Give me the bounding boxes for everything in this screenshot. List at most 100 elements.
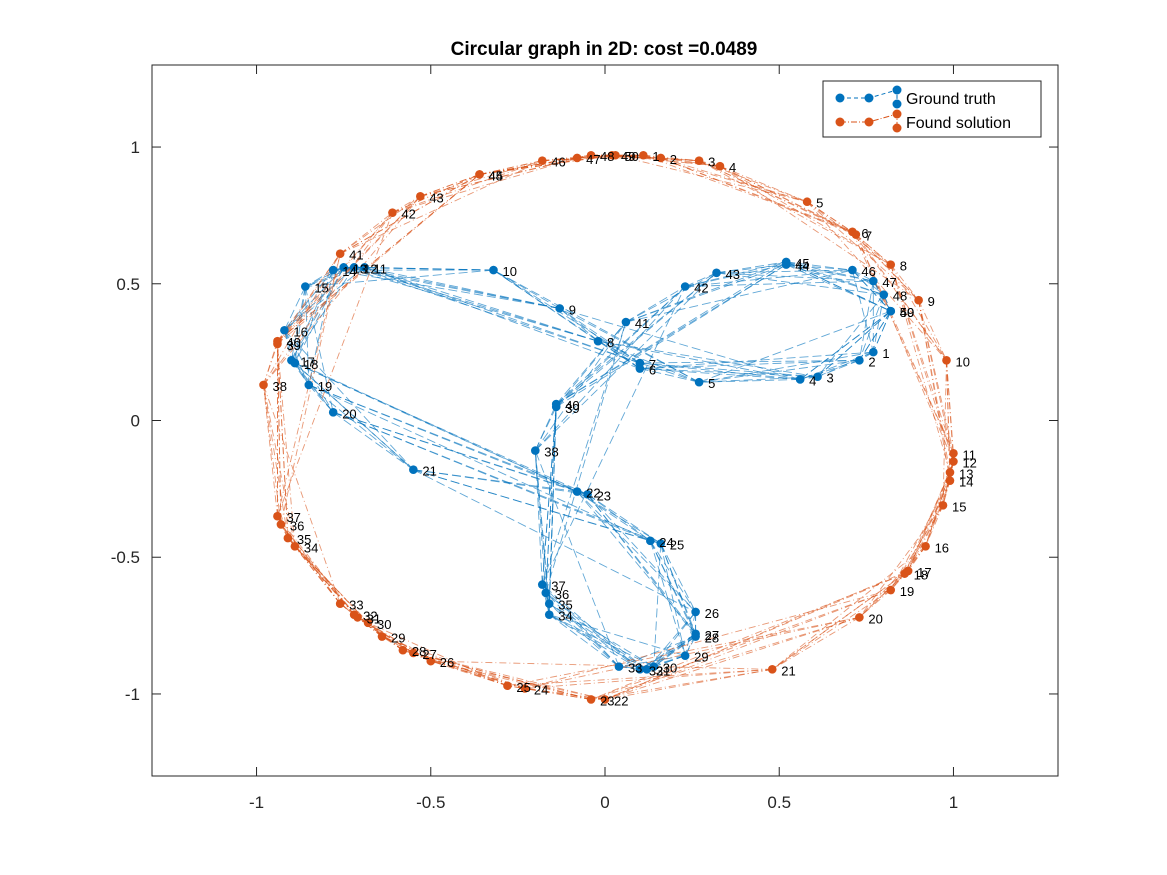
found-solution-node-label: 45 <box>489 168 503 183</box>
x-tick-label: 1 <box>949 793 958 812</box>
found-solution-node-label: 29 <box>391 631 405 646</box>
graph-edge <box>918 300 954 454</box>
graph-edge <box>716 269 853 274</box>
found-solution-node <box>273 511 282 521</box>
found-solution-node <box>942 356 951 365</box>
graph-edge <box>618 636 696 668</box>
found-solution-node-label: 20 <box>868 611 882 626</box>
legend-ground-truth-marker <box>892 85 902 95</box>
found-solution-node-label: 18 <box>914 568 928 583</box>
legend-found-solution-marker <box>835 117 845 127</box>
graph-edge <box>699 351 874 383</box>
legend-ground-truth-marker <box>892 99 902 109</box>
x-tick-label: 0 <box>600 793 609 812</box>
graph-edge <box>639 362 700 383</box>
ground-truth-node <box>680 651 690 660</box>
graph-edge <box>541 286 686 585</box>
found-solution-node-label: 5 <box>816 196 823 211</box>
found-solution-node-label: 3 <box>708 155 715 170</box>
graph-edge <box>604 589 891 700</box>
graph-edge <box>925 472 951 547</box>
found-solution-node-label: 31 <box>367 611 381 626</box>
graph-edge <box>890 264 947 361</box>
graph-edge <box>639 359 860 364</box>
ground-truth-node-label: 50 <box>900 305 914 320</box>
graph-edge <box>597 340 700 383</box>
found-solution-node <box>388 208 397 217</box>
ground-truth-node <box>489 265 498 275</box>
ground-truth-node-label: 25 <box>670 538 684 553</box>
graph-edge <box>339 160 543 255</box>
graph-edge <box>559 308 641 364</box>
legend: Ground truth Found solution <box>822 80 1042 138</box>
graph-edge <box>541 584 620 667</box>
x-tick-label: -1 <box>249 793 264 812</box>
found-solution-node-label: 13 <box>959 466 973 481</box>
graph-edge <box>276 341 289 539</box>
ground-truth-node-label: 41 <box>635 316 649 331</box>
graph-edge <box>493 269 700 383</box>
graph-edge <box>771 573 905 670</box>
found-solution-node-label: 43 <box>429 190 443 205</box>
found-solution-node <box>949 449 958 458</box>
found-solution-node-label: 2 <box>670 152 677 167</box>
graph-edge <box>587 493 651 542</box>
graph-edge <box>277 212 393 517</box>
ground-truth-node <box>642 665 652 674</box>
legend-found-solution-line <box>840 113 898 128</box>
found-solution-node-label: 12 <box>962 456 976 471</box>
graph-edge <box>367 622 414 654</box>
graph-edge <box>660 543 697 637</box>
ground-truth-node <box>855 356 864 365</box>
graph-edge <box>771 545 926 670</box>
graph-edge <box>542 154 592 162</box>
graph-edge <box>524 668 773 689</box>
legend-ground-truth-label: Ground truth <box>906 91 996 108</box>
found-solution-node-label: 34 <box>304 540 318 555</box>
found-solution-node <box>945 468 955 477</box>
found-solution-node <box>537 156 547 166</box>
graph-edge <box>479 160 543 175</box>
graph-edge <box>276 341 282 525</box>
graph-edge <box>420 154 592 197</box>
ground-truth-node-label: 42 <box>694 281 708 296</box>
found-solution-edges <box>263 154 954 700</box>
graph-edge <box>858 310 892 361</box>
graph-edge <box>276 343 296 547</box>
graph-edge <box>277 253 341 517</box>
ground-truth-node-label: 49 <box>900 305 914 320</box>
found-solution-node-label: 44 <box>489 168 503 183</box>
ground-truth-node <box>680 282 690 291</box>
ground-truth-node-label: 9 <box>569 302 576 317</box>
graph-edge <box>786 264 853 271</box>
found-solution-node-label: 19 <box>900 584 914 599</box>
found-solution-node-label: 47 <box>586 152 600 167</box>
graph-edge <box>716 272 874 282</box>
graph-edge <box>284 267 365 331</box>
ground-truth-node <box>694 377 704 387</box>
graph-edge <box>786 261 853 271</box>
graph-edge <box>604 570 909 700</box>
ground-truth-node <box>280 325 289 335</box>
found-solution-node-label: 10 <box>955 354 969 369</box>
ground-truth-node <box>328 265 338 275</box>
graph-edge <box>907 505 944 572</box>
graph-edge <box>597 340 801 380</box>
ground-truth-node-label: 4 <box>809 373 816 388</box>
graph-edge <box>587 494 696 613</box>
ground-truth-node-label: 39 <box>565 401 579 416</box>
graph-edge <box>353 266 640 364</box>
graph-edge <box>339 212 393 255</box>
graph-edge <box>555 261 787 405</box>
graph-edge <box>660 543 686 656</box>
ground-truth-node-label: 14 <box>342 264 356 279</box>
ground-truth-node <box>691 632 700 641</box>
ground-truth-node <box>339 263 348 272</box>
graph-edge <box>291 267 355 361</box>
ground-truth-node <box>301 282 310 291</box>
found-solution-node-label: 17 <box>917 565 931 580</box>
graph-edge <box>604 616 860 700</box>
graph-edge <box>381 636 526 689</box>
graph-edge <box>541 321 627 585</box>
graph-edge <box>786 261 884 296</box>
